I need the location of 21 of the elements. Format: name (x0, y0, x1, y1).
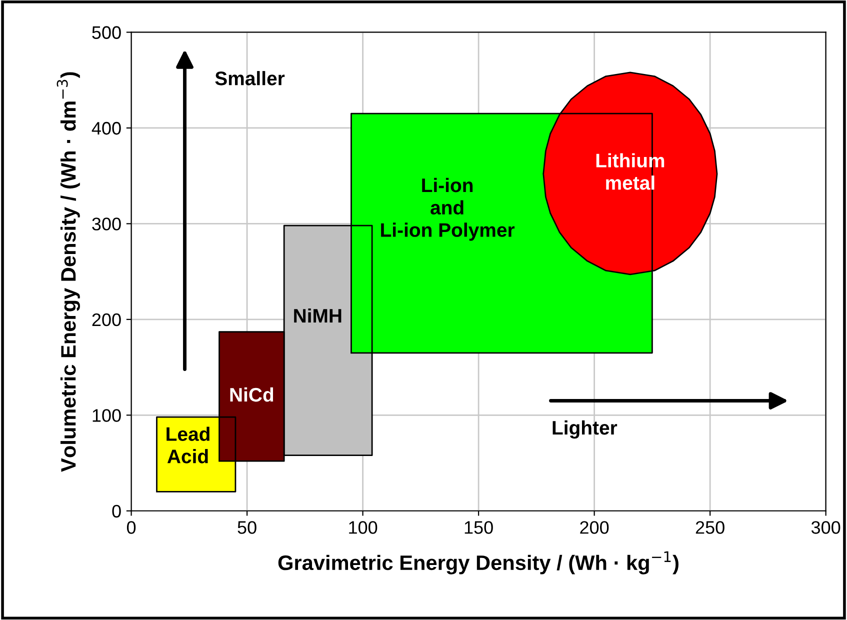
annotation: Smaller (215, 71, 285, 86)
x-tick-label: 250 (696, 521, 724, 534)
x-tick-label: 0 (126, 521, 136, 534)
annotation: Lighter (552, 420, 618, 439)
y-tick-label: 400 (92, 122, 121, 135)
x-tick-label: 150 (464, 521, 493, 534)
x-tick-label: 200 (580, 521, 609, 534)
series-label: Li-ion and Li-ion Polymer (381, 178, 515, 241)
x-axis-title: Gravimetric Energy Density / (Wh · kg$^{−1}$) (278, 551, 678, 574)
y-tick-label: 100 (92, 409, 121, 422)
y-tick-label: 500 (92, 26, 121, 39)
series-label: NiMH (294, 308, 342, 323)
y-tick-label: 0 (112, 504, 121, 518)
x-tick-label: 100 (349, 521, 378, 534)
x-tick-label: 300 (811, 521, 840, 534)
x-tick-label: 50 (238, 521, 256, 534)
y-tick-label: 200 (92, 313, 121, 326)
y-axis-title: Volumetric Energy Density / (Wh · dm$^{−3}$) (56, 72, 80, 472)
series-label: Lead Acid (166, 426, 210, 464)
series-label: NiCd (230, 387, 274, 402)
y-tick-label: 300 (92, 218, 121, 230)
